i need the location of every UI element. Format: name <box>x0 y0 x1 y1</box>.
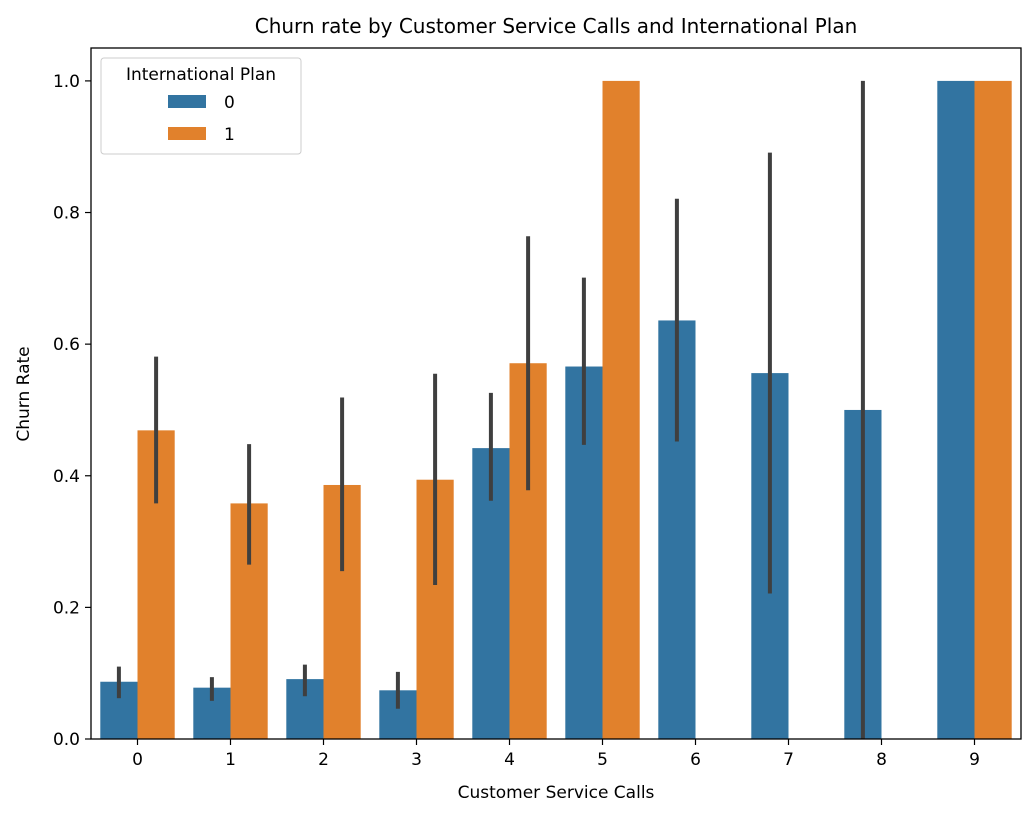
errorbars-group <box>116 80 865 739</box>
x-tick-label: 3 <box>411 750 422 770</box>
y-tick-label: 0.2 <box>53 598 80 618</box>
bars-group <box>100 80 1012 739</box>
x-tick-label: 2 <box>318 750 329 770</box>
x-tick-label: 0 <box>132 750 143 770</box>
bar-series1-cat5 <box>602 80 640 739</box>
bar-series0-cat9 <box>937 80 975 739</box>
x-tick-label: 7 <box>783 750 794 770</box>
legend-label-1: 1 <box>224 125 235 145</box>
x-tick-label: 6 <box>690 750 701 770</box>
y-tick-label: 0.0 <box>53 730 80 750</box>
y-tick-label: 1.0 <box>53 72 80 92</box>
legend-swatch-0 <box>168 95 206 108</box>
legend-title: International Plan <box>126 65 276 85</box>
y-tick-label: 0.8 <box>53 204 80 224</box>
y-axis-label: Churn Rate <box>14 346 34 441</box>
y-tick-label: 0.4 <box>53 467 80 487</box>
chart-title: Churn rate by Customer Service Calls and… <box>255 14 858 38</box>
x-axis-ticks: 0 1 2 3 4 5 6 7 8 9 <box>132 739 980 770</box>
plot-frame <box>90 47 1022 740</box>
x-tick-label: 4 <box>504 750 515 770</box>
legend: International Plan 0 1 <box>100 57 302 155</box>
y-axis-ticks: 0.0 0.2 0.4 0.6 0.8 1.0 <box>53 72 91 750</box>
y-tick-label: 0.6 <box>53 335 80 355</box>
legend-swatch-1 <box>168 127 206 140</box>
bar-series1-cat9 <box>974 80 1012 739</box>
x-tick-label: 1 <box>225 750 236 770</box>
x-axis-label: Customer Service Calls <box>458 783 655 803</box>
x-tick-label: 5 <box>597 750 608 770</box>
x-tick-label: 8 <box>876 750 887 770</box>
legend-label-0: 0 <box>224 93 235 113</box>
x-tick-label: 9 <box>969 750 980 770</box>
